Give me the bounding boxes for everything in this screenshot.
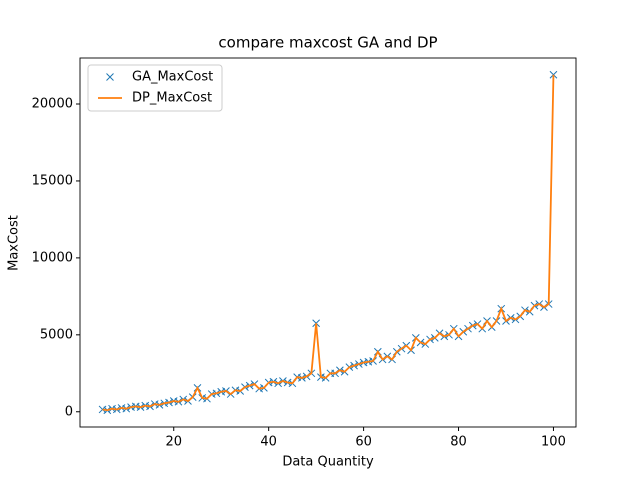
- x-tick-label: 100: [541, 435, 566, 450]
- x-tick-label: 20: [165, 435, 182, 450]
- x-axis-label: Data Quantity: [282, 455, 374, 470]
- data-point: [549, 70, 558, 79]
- legend-box: [87, 64, 223, 112]
- legend-marker: [106, 73, 114, 81]
- x-tick-label: 40: [260, 435, 277, 450]
- y-tick-label: 0: [65, 404, 73, 419]
- data-line: [102, 74, 555, 412]
- y-tick-label: 10000: [32, 250, 73, 265]
- x-tick-label: 60: [355, 435, 372, 450]
- legend-label: GA_MaxCost: [132, 70, 213, 85]
- plot-frame: [79, 57, 577, 428]
- y-tick-label: 15000: [32, 173, 73, 188]
- x-tick-label: 80: [450, 435, 467, 450]
- chart-title: compare maxcost GA and DP: [218, 34, 437, 52]
- y-tick-label: 5000: [40, 327, 73, 342]
- y-tick-label: 20000: [32, 97, 73, 112]
- legend-label: DP_MaxCost: [132, 91, 212, 106]
- y-axis-label: MaxCost: [7, 215, 22, 271]
